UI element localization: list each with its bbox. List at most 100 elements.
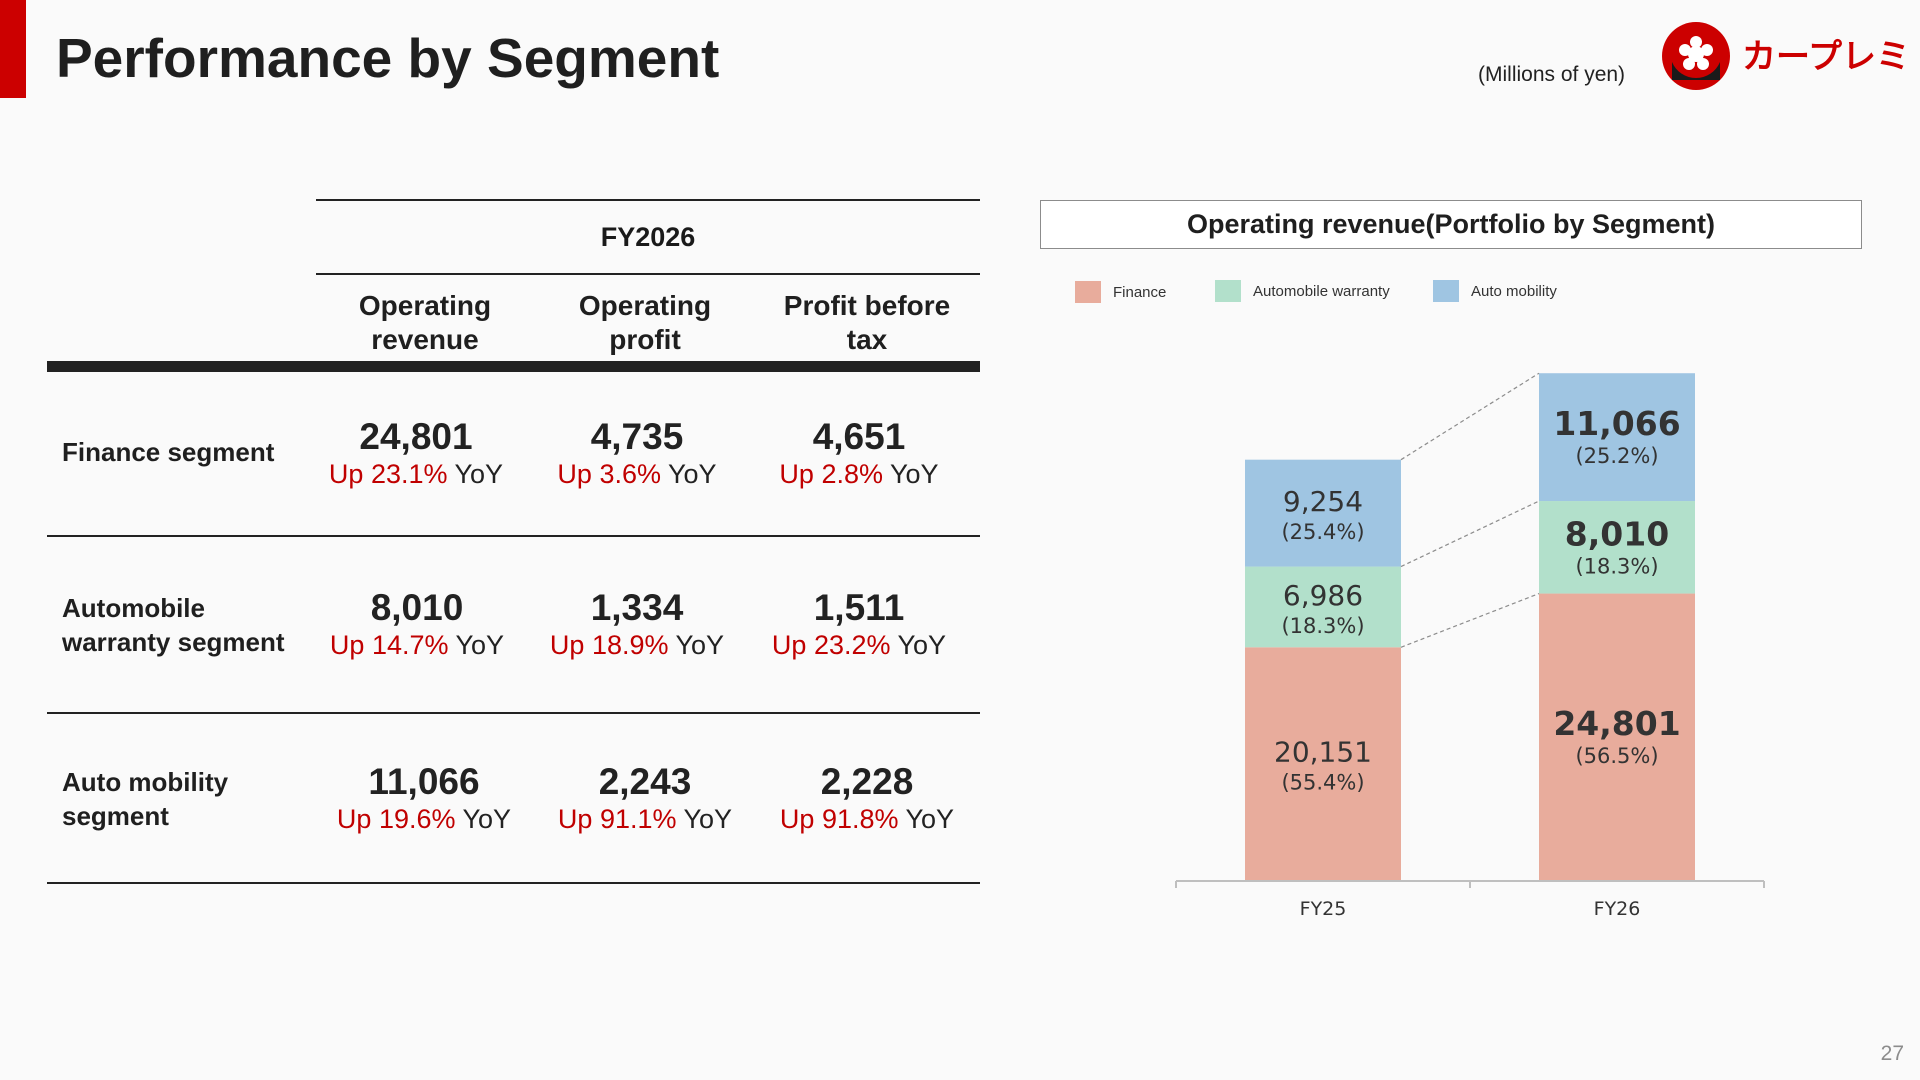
table-cell: 4,651 Up 2.8% YoY [759,417,959,491]
table-cell: 2,243 Up 91.1% YoY [545,762,745,836]
data-label: 6,986 [1283,579,1363,612]
yoy-change: Up 2.8% [779,459,883,489]
row-rule [47,712,980,714]
yoy-suffix: YoY [455,804,512,834]
logo-text: カープレミア [1742,37,1908,77]
yoy-suffix: YoY [882,459,939,489]
row-label-automobile-warranty: Automobile warranty segment [62,591,285,659]
row-label-auto-mobility-line1: Auto mobility [62,767,229,797]
logo-icon: カープレミア [1662,22,1920,90]
connector-line [1400,592,1540,648]
legend-swatch [1433,280,1459,302]
yoy-change: Up 3.6% [557,459,661,489]
cell-value: 4,735 [590,416,684,457]
row-label-auto-mobility-line2: segment [62,801,169,831]
cell-yoy: Up 2.8% YoY [759,457,959,491]
row-label-automobile-warranty-line2: warranty segment [62,627,285,657]
yoy-suffix: YoY [676,804,733,834]
cell-value: 24,801 [359,416,473,457]
bar-segment [1539,593,1695,880]
legend-label: Finance [1113,283,1167,301]
legend-item-automobile-warranty: Automobile warranty [1215,280,1390,302]
yoy-change: Up 14.7% [329,630,449,660]
col-head-operating-profit-line2: profit [609,324,681,355]
title-accent-bar [0,0,26,98]
share-label: (18.3%) [1281,614,1364,638]
cell-yoy: Up 14.7% YoY [317,628,517,662]
col-head-profit-before-tax: Profit before tax [767,289,967,357]
cell-yoy: Up 91.8% YoY [767,802,967,836]
yoy-change: Up 23.2% [771,630,891,660]
data-label: 8,010 [1565,514,1669,553]
share-label: (56.5%) [1575,744,1658,768]
yoy-change: Up 19.6% [336,804,456,834]
cell-value: 2,228 [820,761,914,802]
cell-value: 11,066 [368,761,480,802]
table-cell: 2,228 Up 91.8% YoY [767,762,967,836]
row-label-auto-mobility: Auto mobility segment [62,765,228,833]
cell-yoy: Up 91.1% YoY [545,802,745,836]
yoy-change: Up 91.8% [779,804,899,834]
cell-yoy: Up 19.6% YoY [324,802,524,836]
table-cell: 24,801 Up 23.1% YoY [316,417,516,491]
col-head-profit-before-tax-line1: Profit before [783,290,951,321]
period-rule [316,273,980,275]
data-label: 24,801 [1553,704,1680,743]
row-label-finance-line1: Finance segment [62,437,275,467]
bar-segment [1539,501,1695,594]
bar-segment [1245,459,1401,567]
yoy-suffix: YoY [660,459,717,489]
cell-yoy: Up 23.2% YoY [759,628,959,662]
row-label-finance: Finance segment [62,435,274,469]
cell-yoy: Up 18.9% YoY [537,628,737,662]
segment-table: FY2026 Operating revenue Operating profi… [0,0,1000,900]
bar-segment [1245,566,1401,648]
table-top-rule [316,199,980,201]
legend-swatch [1075,281,1101,303]
yoy-suffix: YoY [898,804,955,834]
cell-yoy: Up 3.6% YoY [537,457,737,491]
yoy-change: Up 91.1% [557,804,677,834]
col-head-operating-revenue-line1: Operating [358,290,492,321]
share-label: (18.3%) [1575,554,1658,578]
cell-value: 4,651 [812,416,906,457]
page-title: Performance by Segment [56,27,720,89]
legend-item-finance: Finance [1075,281,1166,303]
row-label-automobile-warranty-line1: Automobile [62,593,205,623]
table-cell: 11,066 Up 19.6% YoY [324,762,524,836]
cell-value: 1,511 [813,587,905,628]
legend-item-auto-mobility: Auto mobility [1433,280,1557,302]
share-label: (55.4%) [1281,771,1364,795]
share-label: (25.2%) [1575,444,1658,468]
header-thick-rule [47,361,980,372]
chart-title: Operating revenue(Portfolio by Segment) [1040,200,1862,249]
yoy-suffix: YoY [448,630,505,660]
col-head-operating-revenue: Operating revenue [325,289,525,357]
yoy-change: Up 18.9% [549,630,669,660]
data-label: 11,066 [1553,404,1680,443]
connector-line [1400,372,1540,461]
table-cell: 8,010 Up 14.7% YoY [317,588,517,662]
table-cell: 1,334 Up 18.9% YoY [537,588,737,662]
cell-yoy: Up 23.1% YoY [316,457,516,491]
cell-value: 1,334 [590,587,684,628]
table-cell: 1,511 Up 23.2% YoY [759,588,959,662]
connector-line [1400,500,1540,568]
legend-label: Automobile warranty [1253,282,1390,300]
col-head-operating-revenue-line2: revenue [371,324,479,355]
cell-value: 2,243 [598,761,692,802]
row-rule [47,535,980,537]
table-cell: 4,735 Up 3.6% YoY [537,417,737,491]
cell-value: 8,010 [370,587,464,628]
legend-swatch [1215,280,1241,302]
legend-label: Auto mobility [1471,282,1557,300]
bar-segment [1245,647,1401,880]
x-tick-label: FY25 [1300,898,1347,920]
data-label: 20,151 [1274,736,1372,769]
period-header: FY2026 [600,222,696,252]
units-note: (Millions of yen) [1478,63,1626,86]
col-head-operating-profit: Operating profit [545,289,745,357]
yoy-suffix: YoY [447,459,504,489]
page-number: 27 [1880,1042,1904,1065]
